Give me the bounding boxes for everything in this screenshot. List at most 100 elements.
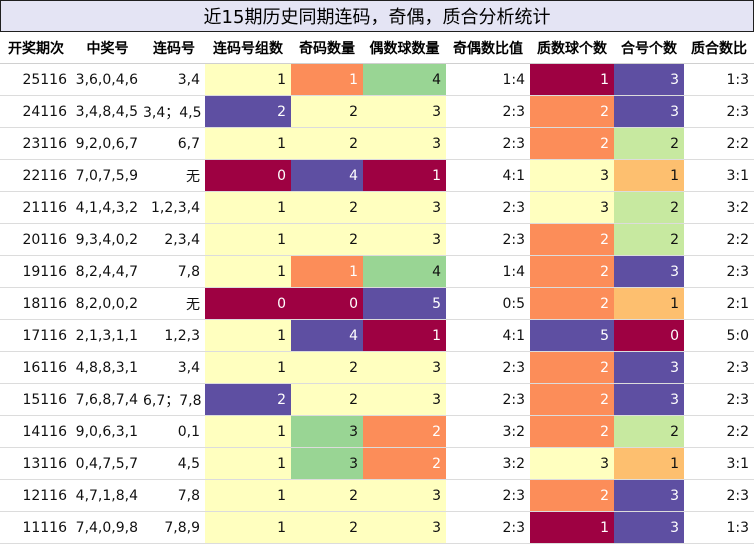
table-row: 18116 8,2,0,0,2 无 0 0 5 0:5 2 1 2:1 bbox=[0, 287, 754, 320]
composite-count-cell: 2 bbox=[614, 415, 684, 448]
composite-count-cell: 3 bbox=[614, 383, 684, 416]
group-count-cell: 1 bbox=[205, 191, 291, 224]
group-count-cell: 1 bbox=[205, 351, 291, 384]
composite-count-cell: 3 bbox=[614, 351, 684, 384]
table-row: 16116 4,8,8,3,1 3,4 1 2 3 2:3 2 3 2:3 bbox=[0, 351, 754, 384]
prime-composite-ratio-cell: 5:0 bbox=[684, 319, 754, 352]
consecutive-cell: 7,8 bbox=[143, 255, 205, 288]
table-row: 17116 2,1,3,1,1 1,2,3 1 4 1 4:1 5 0 5:0 bbox=[0, 319, 754, 352]
numbers-cell: 9,2,0,6,7 bbox=[72, 127, 143, 160]
table-row: 23116 9,2,0,6,7 6,7 1 2 3 2:3 2 2 2:2 bbox=[0, 127, 754, 160]
odd-even-ratio-cell: 1:4 bbox=[446, 63, 530, 96]
period-cell: 17116 bbox=[0, 319, 72, 352]
period-cell: 13116 bbox=[0, 447, 72, 480]
prime-count-cell: 2 bbox=[530, 415, 614, 448]
prime-composite-ratio-cell: 2:2 bbox=[684, 223, 754, 256]
composite-count-cell: 3 bbox=[614, 511, 684, 544]
numbers-cell: 3,6,0,4,6 bbox=[72, 63, 143, 96]
composite-count-cell: 2 bbox=[614, 127, 684, 160]
odd-count-cell: 2 bbox=[291, 95, 363, 128]
odd-even-ratio-cell: 3:2 bbox=[446, 447, 530, 480]
even-count-cell: 5 bbox=[363, 287, 446, 320]
odd-count-cell: 2 bbox=[291, 479, 363, 512]
even-count-cell: 2 bbox=[363, 447, 446, 480]
header-numbers: 中奖号 bbox=[72, 32, 143, 64]
odd-even-ratio-cell: 2:3 bbox=[446, 127, 530, 160]
group-count-cell: 1 bbox=[205, 447, 291, 480]
odd-count-cell: 2 bbox=[291, 127, 363, 160]
odd-even-ratio-cell: 3:2 bbox=[446, 415, 530, 448]
period-cell: 16116 bbox=[0, 351, 72, 384]
odd-count-cell: 2 bbox=[291, 511, 363, 544]
table-row: 15116 7,6,8,7,4 6,7；7,8 2 2 3 2:3 2 3 2:3 bbox=[0, 383, 754, 416]
prime-composite-ratio-cell: 3:1 bbox=[684, 159, 754, 192]
composite-count-cell: 0 bbox=[614, 319, 684, 352]
header-odd-count: 奇码数量 bbox=[291, 32, 363, 64]
consecutive-cell: 7,8 bbox=[143, 479, 205, 512]
odd-even-ratio-cell: 2:3 bbox=[446, 511, 530, 544]
numbers-cell: 8,2,0,0,2 bbox=[72, 287, 143, 320]
numbers-cell: 9,3,4,0,2 bbox=[72, 223, 143, 256]
numbers-cell: 4,8,8,3,1 bbox=[72, 351, 143, 384]
odd-even-ratio-cell: 2:3 bbox=[446, 191, 530, 224]
prime-count-cell: 1 bbox=[530, 511, 614, 544]
even-count-cell: 4 bbox=[363, 63, 446, 96]
group-count-cell: 1 bbox=[205, 319, 291, 352]
prime-composite-ratio-cell: 2:1 bbox=[684, 287, 754, 320]
period-cell: 24116 bbox=[0, 95, 72, 128]
odd-even-ratio-cell: 4:1 bbox=[446, 319, 530, 352]
consecutive-cell: 无 bbox=[143, 159, 205, 192]
consecutive-cell: 6,7；7,8 bbox=[143, 383, 205, 416]
period-cell: 15116 bbox=[0, 383, 72, 416]
prime-composite-ratio-cell: 2:3 bbox=[684, 351, 754, 384]
numbers-cell: 7,6,8,7,4 bbox=[72, 383, 143, 416]
group-count-cell: 1 bbox=[205, 127, 291, 160]
composite-count-cell: 2 bbox=[614, 223, 684, 256]
header-consecutive: 连码号 bbox=[143, 32, 205, 64]
even-count-cell: 3 bbox=[363, 95, 446, 128]
even-count-cell: 4 bbox=[363, 255, 446, 288]
even-count-cell: 3 bbox=[363, 383, 446, 416]
table-row: 12116 4,7,1,8,4 7,8 1 2 3 2:3 2 3 2:3 bbox=[0, 479, 754, 512]
even-count-cell: 1 bbox=[363, 319, 446, 352]
prime-count-cell: 2 bbox=[530, 127, 614, 160]
odd-count-cell: 3 bbox=[291, 447, 363, 480]
table-row: 19116 8,2,4,4,7 7,8 1 1 4 1:4 2 3 2:3 bbox=[0, 255, 754, 288]
period-cell: 12116 bbox=[0, 479, 72, 512]
table-row: 14116 9,0,6,3,1 0,1 1 3 2 3:2 2 2 2:2 bbox=[0, 415, 754, 448]
odd-count-cell: 1 bbox=[291, 255, 363, 288]
period-cell: 18116 bbox=[0, 287, 72, 320]
consecutive-cell: 无 bbox=[143, 287, 205, 320]
group-count-cell: 0 bbox=[205, 287, 291, 320]
odd-count-cell: 2 bbox=[291, 191, 363, 224]
header-prime-composite-ratio: 质合数比 bbox=[684, 32, 754, 64]
even-count-cell: 3 bbox=[363, 191, 446, 224]
numbers-cell: 4,1,4,3,2 bbox=[72, 191, 143, 224]
composite-count-cell: 1 bbox=[614, 287, 684, 320]
group-count-cell: 1 bbox=[205, 63, 291, 96]
table-row: 25116 3,6,0,4,6 3,4 1 1 4 1:4 1 3 1:3 bbox=[0, 63, 754, 96]
page-title: 近15期历史同期连码，奇偶，质合分析统计 bbox=[0, 0, 754, 32]
table-row: 20116 9,3,4,0,2 2,3,4 1 2 3 2:3 2 2 2:2 bbox=[0, 223, 754, 256]
header-even-count: 偶数球数量 bbox=[363, 32, 446, 64]
period-cell: 11116 bbox=[0, 511, 72, 544]
odd-even-ratio-cell: 2:3 bbox=[446, 351, 530, 384]
period-cell: 21116 bbox=[0, 191, 72, 224]
odd-count-cell: 2 bbox=[291, 223, 363, 256]
prime-composite-ratio-cell: 2:3 bbox=[684, 95, 754, 128]
composite-count-cell: 3 bbox=[614, 479, 684, 512]
consecutive-cell: 6,7 bbox=[143, 127, 205, 160]
odd-count-cell: 0 bbox=[291, 287, 363, 320]
even-count-cell: 3 bbox=[363, 351, 446, 384]
group-count-cell: 2 bbox=[205, 95, 291, 128]
odd-even-ratio-cell: 4:1 bbox=[446, 159, 530, 192]
odd-even-ratio-cell: 1:4 bbox=[446, 255, 530, 288]
consecutive-cell: 1,2,3,4 bbox=[143, 191, 205, 224]
numbers-cell: 3,4,8,4,5 bbox=[72, 95, 143, 128]
numbers-cell: 7,4,0,9,8 bbox=[72, 511, 143, 544]
table-row: 13116 0,4,7,5,7 4,5 1 3 2 3:2 3 1 3:1 bbox=[0, 447, 754, 480]
odd-even-ratio-cell: 2:3 bbox=[446, 383, 530, 416]
numbers-cell: 2,1,3,1,1 bbox=[72, 319, 143, 352]
odd-count-cell: 2 bbox=[291, 383, 363, 416]
table-row: 21116 4,1,4,3,2 1,2,3,4 1 2 3 2:3 3 2 3:2 bbox=[0, 191, 754, 224]
